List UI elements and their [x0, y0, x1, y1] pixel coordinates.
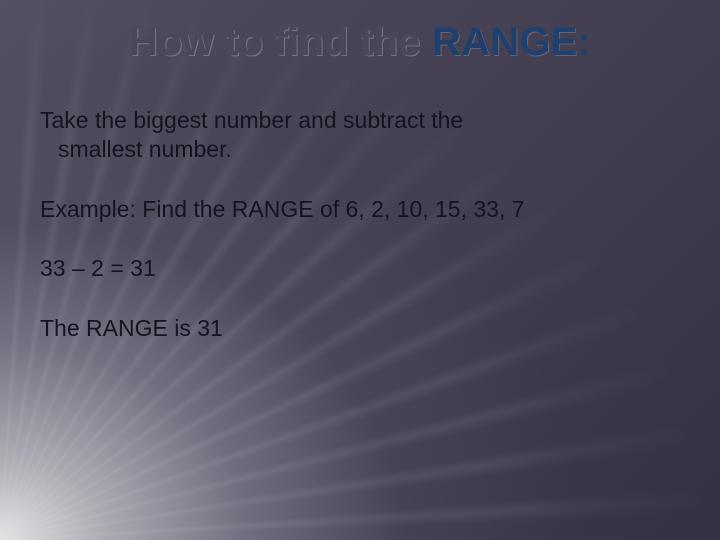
instruction-line-1: Take the biggest number and subtract the	[40, 107, 463, 133]
example-text: Example: Find the RANGE of 6, 2, 10, 15,…	[40, 195, 680, 224]
instruction-text: Take the biggest number and subtract the…	[40, 106, 680, 165]
title-prefix: How to find the	[129, 20, 432, 64]
slide-body: Take the biggest number and subtract the…	[40, 106, 680, 373]
instruction-line-2: smallest number.	[40, 135, 680, 164]
result-text: The RANGE is 31	[40, 314, 680, 343]
title-emphasis: RANGE	[432, 20, 577, 64]
slide-title: How to find the RANGE:	[0, 20, 720, 65]
slide: How to find the RANGE: Take the biggest …	[0, 0, 720, 540]
calculation-text: 33 – 2 = 31	[40, 254, 680, 283]
title-colon: :	[578, 20, 592, 64]
